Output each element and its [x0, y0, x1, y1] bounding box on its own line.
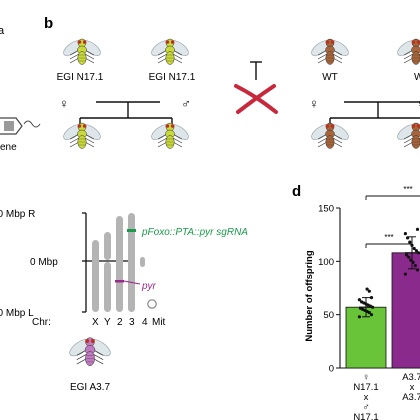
no-cross-mark: [234, 61, 278, 114]
data-point: [367, 289, 371, 293]
egi-fly-top-left: [63, 38, 101, 65]
y-tick-label: 50: [323, 310, 334, 321]
data-point: [357, 298, 361, 302]
significance-stars-lower: ***: [384, 233, 393, 242]
significance-stars-upper: ***: [403, 185, 412, 194]
data-point: [411, 260, 415, 264]
chromosome-x: [92, 240, 99, 312]
male-symbol-wt: ♀: [416, 96, 420, 111]
panel-b-label: b: [44, 15, 53, 32]
data-point: [413, 264, 417, 268]
y-tick-label: 0: [329, 364, 334, 375]
sgRNA-insert-label: pFoxo::PTA::pyr sgRNA: [141, 227, 248, 238]
chromosome-4: [140, 257, 145, 267]
y-axis-label: Number of offspring: [304, 250, 315, 341]
chromosome-y: [104, 232, 111, 260]
chr-label-x: X: [92, 317, 99, 328]
data-point: [406, 236, 410, 240]
chromosome-2: [116, 216, 123, 312]
egi-cross-lines: [79, 101, 173, 124]
data-point: [414, 249, 418, 253]
female-symbol-wt: ♀: [309, 96, 319, 111]
mitochondrial-genome-icon: [147, 299, 157, 309]
wt-fly-top-right: [397, 38, 420, 65]
data-point: [360, 300, 364, 304]
female-symbol-egi: ♀: [59, 96, 69, 111]
x-category-label: A3.7: [402, 392, 420, 403]
data-point: [369, 296, 374, 300]
data-point: [403, 232, 407, 236]
x-category-label: ♀: [362, 372, 369, 383]
x-category-label: ♂: [362, 402, 369, 413]
egi-fly-bottom-right: [151, 122, 189, 149]
x-category-label: A3.7: [402, 372, 420, 383]
chr-label-4: 4: [142, 317, 148, 328]
egi-a37-fly: [69, 337, 111, 366]
data-point: [408, 240, 412, 244]
bar-0: [345, 306, 387, 369]
x-category-label: x: [364, 392, 369, 403]
egi-a37-label: EGI A3.7: [70, 382, 110, 393]
male-symbol-egi: ♂: [181, 96, 191, 111]
egi-fly-bottom-left: [63, 122, 101, 149]
data-point: [404, 253, 409, 257]
chr-label-y: Y: [104, 317, 111, 328]
data-point: [407, 255, 411, 259]
pyr-insert-marker: [115, 280, 124, 283]
data-point: [357, 315, 361, 319]
x-category-label: N17.1: [353, 412, 378, 420]
panel-d-label: d: [292, 183, 301, 200]
chr-label-2: 2: [117, 317, 123, 328]
y-tick-label: 150: [318, 204, 334, 215]
gene-fragment-label: ene: [0, 142, 17, 153]
chr-label-3: 3: [129, 317, 135, 328]
data-point: [369, 313, 374, 317]
data-point: [415, 268, 420, 272]
x-category-label: x: [410, 382, 415, 393]
wt-left-label: WT: [322, 72, 338, 83]
chr-label: Chr:: [32, 317, 51, 328]
wt-fly-top-left: [311, 38, 349, 65]
data-point: [358, 306, 363, 310]
x-category-label: N17.1: [353, 382, 378, 393]
data-point: [412, 246, 416, 251]
wt-right-label: W: [414, 72, 420, 83]
pyr-label: pyr: [141, 281, 157, 292]
data-point: [365, 287, 369, 291]
data-point: [403, 272, 407, 276]
wt-cross-lines: [329, 101, 420, 124]
tick-mid: 0 Mbp: [30, 257, 58, 268]
y-tick-label: 100: [318, 257, 334, 268]
egi-fly-top-right: [151, 38, 189, 65]
data-point: [409, 258, 413, 262]
karyotype-diagram: 30 Mbp R 0 Mbp 30 Mbp L pFoxo::PTA::pyr …: [0, 209, 248, 328]
egi-left-label: EGI N17.1: [57, 72, 104, 83]
gene-construct-icon: [0, 117, 41, 135]
wt-fly-bottom-right: [397, 122, 420, 149]
chr-label-mit: Mit: [152, 317, 166, 328]
data-point: [417, 251, 420, 255]
wt-fly-bottom-left: [311, 122, 349, 149]
bar-1: [391, 252, 420, 369]
tick-bottom: 30 Mbp L: [0, 308, 34, 319]
chromosome-3: [128, 213, 135, 312]
egi-right-label: EGI N17.1: [149, 72, 196, 83]
sgRNA-insert-marker: [127, 229, 136, 232]
panel-a-fragment-label: a: [0, 25, 5, 37]
data-point: [415, 227, 420, 231]
tick-top: 30 Mbp R: [0, 209, 35, 220]
